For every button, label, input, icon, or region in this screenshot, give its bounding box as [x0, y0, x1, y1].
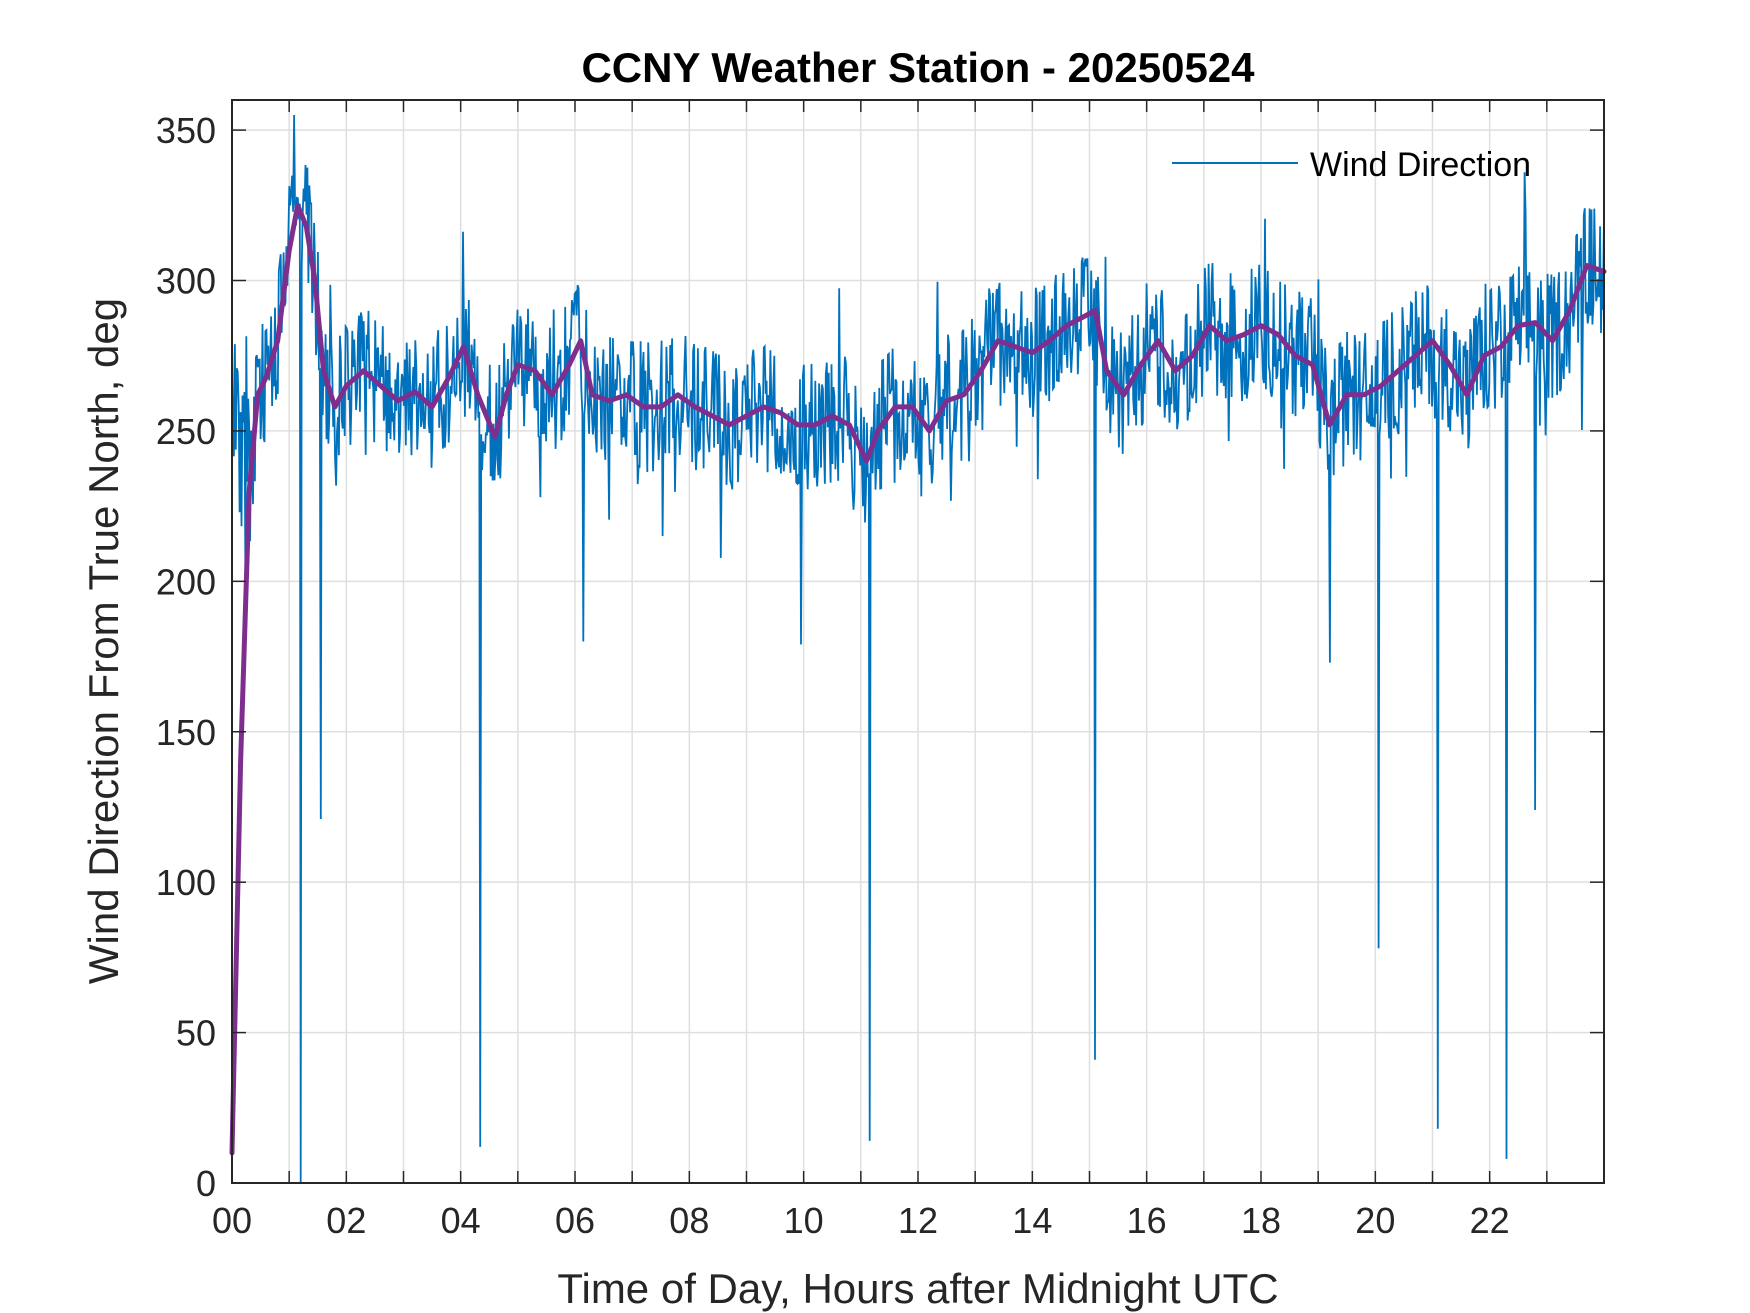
x-tick-label: 08 — [669, 1200, 709, 1241]
chart-title: CCNY Weather Station - 20250524 — [581, 44, 1255, 91]
x-tick-label: 00 — [212, 1200, 252, 1241]
y-tick-label: 350 — [156, 110, 216, 151]
x-tick-label: 12 — [898, 1200, 938, 1241]
y-tick-label: 200 — [156, 561, 216, 602]
x-tick-label: 20 — [1355, 1200, 1395, 1241]
x-tick-label: 02 — [326, 1200, 366, 1241]
legend-entry-wind-direction: Wind Direction — [1310, 146, 1531, 184]
y-axis-label: Wind Direction From True North, deg — [80, 298, 127, 984]
y-tick-labels: 0 50 100 150 200 250 300 350 — [156, 110, 216, 1204]
series-layer — [229, 114, 1607, 1184]
y-tick-label: 250 — [156, 411, 216, 452]
tick-marks — [231, 100, 1605, 1184]
x-tick-label: 14 — [1012, 1200, 1052, 1241]
x-tick-label: 18 — [1241, 1200, 1281, 1241]
grid — [232, 100, 1604, 1183]
y-tick-label: 100 — [156, 862, 216, 903]
x-tick-label: 06 — [555, 1200, 595, 1241]
x-tick-label: 10 — [784, 1200, 824, 1241]
x-tick-label: 22 — [1470, 1200, 1510, 1241]
y-tick-label: 150 — [156, 712, 216, 753]
series-line-wind-direction — [231, 114, 1605, 1184]
x-tick-label: 16 — [1127, 1200, 1167, 1241]
y-tick-label: 50 — [176, 1013, 216, 1054]
y-tick-label: 300 — [156, 261, 216, 302]
y-tick-label: 0 — [196, 1163, 216, 1204]
x-tick-label: 04 — [441, 1200, 481, 1241]
x-axis-label: Time of Day, Hours after Midnight UTC — [557, 1265, 1278, 1312]
x-tick-labels: 00 02 04 06 08 10 12 14 16 18 20 22 — [212, 1200, 1510, 1241]
series-line-smoothed — [229, 202, 1607, 1156]
legend: Wind Direction — [1172, 146, 1531, 184]
